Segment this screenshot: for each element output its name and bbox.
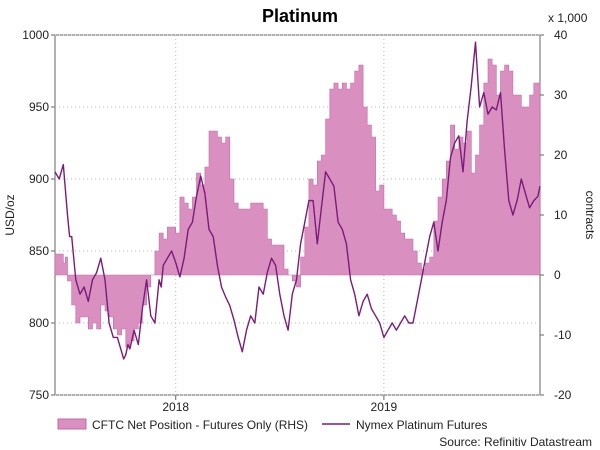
nymex-platinum-line bbox=[54, 41, 541, 360]
left-tick-label: 900 bbox=[29, 172, 49, 186]
right-tick-label: 40 bbox=[554, 28, 568, 42]
right-tick-label: 0 bbox=[554, 268, 561, 282]
left-tick-label: 800 bbox=[29, 316, 49, 330]
right-axis-multiplier: x 1,000 bbox=[548, 11, 588, 25]
chart-title: Platinum bbox=[262, 6, 338, 26]
x-tick-label: 2019 bbox=[371, 400, 398, 414]
left-axis-label: USD/oz bbox=[3, 194, 17, 235]
right-tick-label: 10 bbox=[554, 208, 568, 222]
x-tick-label: 2018 bbox=[162, 400, 189, 414]
legend-label-cftc: CFTC Net Position - Futures Only (RHS) bbox=[92, 418, 308, 432]
right-tick-label: -20 bbox=[554, 388, 572, 402]
right-tick-label: 20 bbox=[554, 148, 568, 162]
platinum-line-layer bbox=[54, 41, 541, 360]
right-axis-ticks: -20 -10 0 10 20 30 40 bbox=[540, 28, 572, 402]
left-tick-label: 850 bbox=[29, 244, 49, 258]
x-axis-ticks: 2018 2019 bbox=[162, 395, 398, 414]
right-tick-label: -10 bbox=[554, 328, 572, 342]
left-axis-ticks: 750 800 850 900 950 1000 bbox=[22, 28, 55, 402]
legend-swatch-cftc bbox=[57, 418, 87, 430]
left-tick-label: 950 bbox=[29, 100, 49, 114]
left-tick-label: 750 bbox=[29, 388, 49, 402]
legend-label-platinum: Nymex Platinum Futures bbox=[356, 418, 487, 432]
source-note: Source: Refinitiv Datastream bbox=[439, 435, 592, 449]
right-tick-label: 30 bbox=[554, 88, 568, 102]
left-tick-label: 1000 bbox=[22, 28, 49, 42]
legend: CFTC Net Position - Futures Only (RHS) N… bbox=[57, 418, 487, 432]
right-axis-label: contracts bbox=[583, 191, 597, 240]
